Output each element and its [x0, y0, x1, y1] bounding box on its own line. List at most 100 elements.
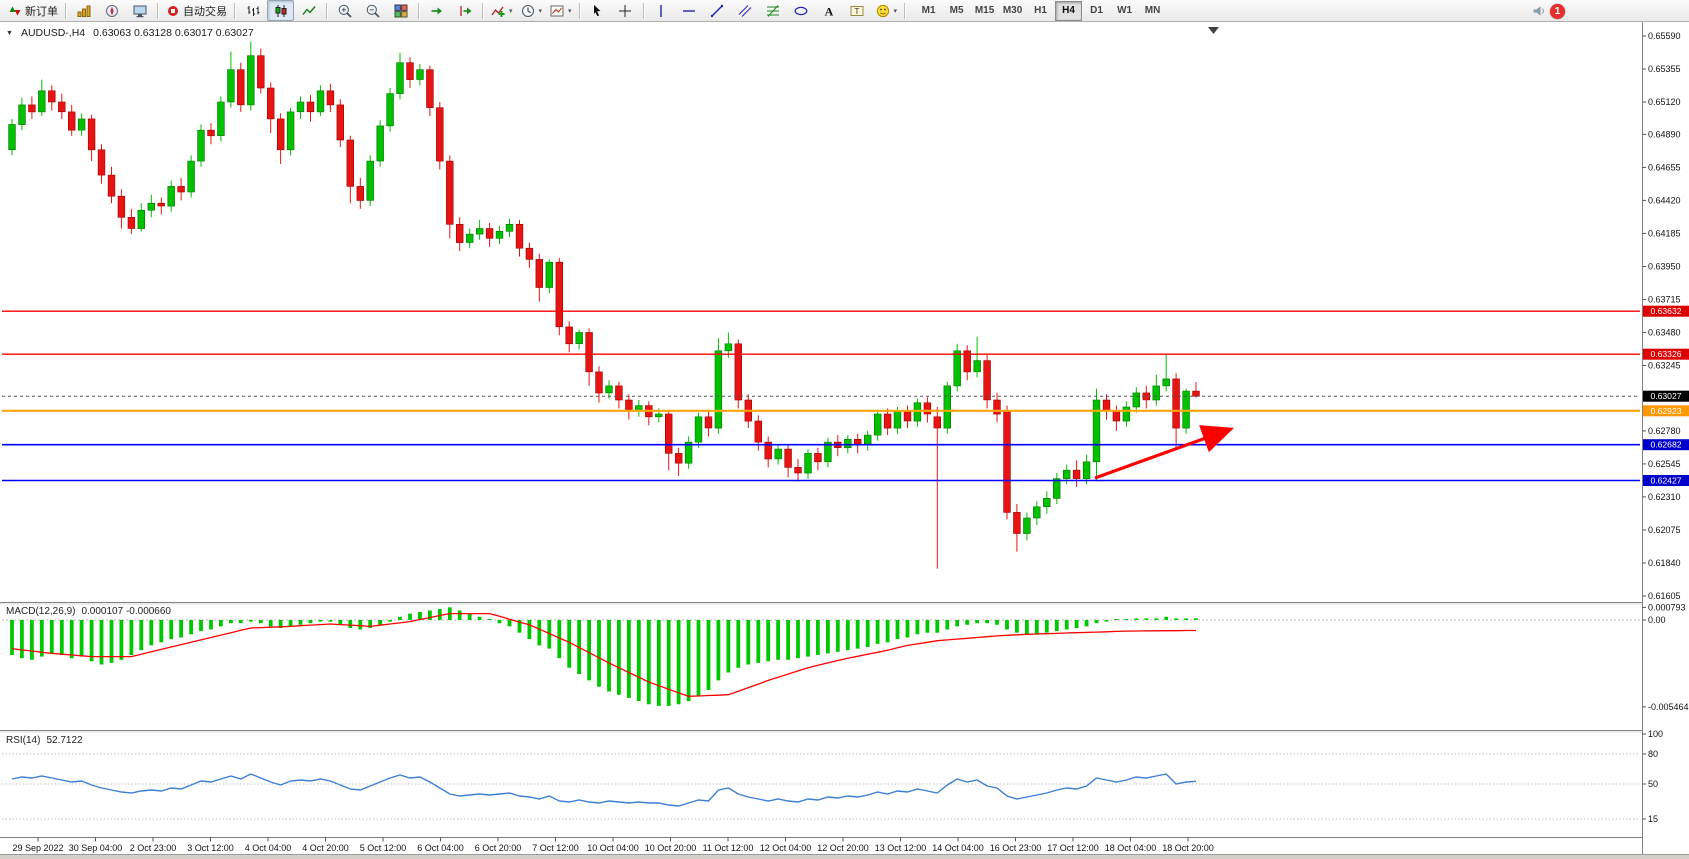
svg-text:0.62682: 0.62682	[1650, 440, 1681, 450]
line-chart-button[interactable]	[295, 0, 322, 21]
indicators-button[interactable]: ▾	[487, 0, 516, 21]
time-axis[interactable]: 29 Sep 2022 30 Sep 04:00 2 Oct 23:00 3 Oct …	[12, 837, 1214, 854]
svg-text:0.63480: 0.63480	[1648, 328, 1681, 338]
level-lines[interactable]	[2, 310, 1640, 482]
timeframe-mn[interactable]: MN	[1144, 5, 1161, 16]
arrows-button[interactable]: ▾	[872, 0, 901, 21]
new-order-button[interactable]: 新订单	[4, 0, 61, 21]
timeframe-h4[interactable]: H4	[1055, 0, 1083, 21]
macd-signal-line	[11, 612, 1196, 697]
trendline-button[interactable]	[704, 0, 731, 21]
new-order-button-label: 新订单	[25, 5, 58, 18]
terminal-button[interactable]	[126, 0, 153, 21]
fibonacci-button[interactable]	[760, 0, 787, 21]
crosshair-button[interactable]	[612, 0, 639, 21]
toolbar-separator	[904, 2, 906, 19]
svg-text:13 Oct 12:00: 13 Oct 12:00	[875, 843, 927, 853]
price-axis[interactable]: 0.65590 0.65355 0.65120 0.64890 0.64655 0.644…	[1642, 22, 1689, 855]
autotrading-button[interactable]: 自动交易	[162, 0, 230, 21]
macd-params: MACD(12,26,9)	[6, 606, 76, 617]
svg-text:15: 15	[1648, 814, 1658, 824]
market-watch-button[interactable]	[70, 0, 97, 21]
periods-icon	[520, 3, 536, 19]
auto-scroll-button[interactable]	[423, 0, 450, 21]
navigator-button[interactable]	[98, 0, 125, 21]
svg-text:0.64890: 0.64890	[1648, 129, 1681, 139]
trend-arrow-annotation[interactable]	[1094, 425, 1235, 480]
svg-text:0.62075: 0.62075	[1648, 525, 1681, 535]
vertical-line-icon	[653, 3, 669, 19]
tile-windows-icon	[393, 3, 409, 19]
svg-text:3 Oct 12:00: 3 Oct 12:00	[187, 843, 234, 853]
bar-chart-button[interactable]	[239, 0, 266, 21]
svg-text:50: 50	[1648, 779, 1658, 789]
chart-canvas[interactable]: 0.65590 0.65355 0.65120 0.64890 0.64655 0.644…	[0, 22, 1689, 855]
svg-text:0.64655: 0.64655	[1648, 162, 1681, 172]
fibonacci-icon	[765, 3, 781, 19]
candles-layer	[8, 41, 1200, 569]
channel-button[interactable]	[732, 0, 759, 21]
alert-icon[interactable]	[1531, 3, 1547, 19]
zoom-in-icon	[337, 3, 353, 19]
svg-text:4 Oct 20:00: 4 Oct 20:00	[302, 843, 349, 853]
svg-text:0.62780: 0.62780	[1648, 426, 1681, 436]
rsi-value: 52.7122	[46, 735, 83, 746]
cursor-button[interactable]	[584, 0, 611, 21]
line-chart-icon	[301, 3, 317, 19]
svg-text:0.65590: 0.65590	[1648, 31, 1681, 41]
dropdown-arrow-icon: ▾	[568, 7, 572, 15]
svg-text:0.62923: 0.62923	[1650, 406, 1681, 416]
svg-text:0.62427: 0.62427	[1650, 476, 1681, 486]
dropdown-arrow-icon: ▾	[509, 7, 513, 15]
svg-text:0.00: 0.00	[1648, 615, 1666, 625]
timeframe-m5[interactable]: M5	[949, 5, 964, 16]
text-button[interactable]: A	[816, 0, 843, 21]
timeframe-m30[interactable]: M30	[1002, 5, 1023, 16]
periods-button[interactable]: ▾	[517, 0, 546, 21]
svg-text:0.63326: 0.63326	[1650, 349, 1681, 359]
notification-badge[interactable]: 1	[1550, 3, 1565, 19]
timeframe-m15[interactable]: M15	[974, 5, 995, 16]
svg-text:0.63632: 0.63632	[1650, 306, 1681, 316]
svg-text:4 Oct 04:00: 4 Oct 04:00	[245, 843, 292, 853]
chart-shift-button[interactable]	[451, 0, 478, 21]
timeframe-d1[interactable]: D1	[1090, 5, 1103, 16]
channel-icon	[737, 3, 753, 19]
zoom-in-button[interactable]	[331, 0, 358, 21]
templates-button[interactable]: ▾	[546, 0, 575, 21]
shapes-button[interactable]	[788, 0, 815, 21]
svg-text:10 Oct 20:00: 10 Oct 20:00	[645, 843, 697, 853]
horizontal-line-icon	[681, 3, 697, 19]
text-label-button[interactable]: T	[844, 0, 871, 21]
svg-text:10 Oct 04:00: 10 Oct 04:00	[587, 843, 639, 853]
svg-text:0.65120: 0.65120	[1648, 97, 1681, 107]
toolbar-separator	[157, 2, 158, 19]
candlestick-icon	[273, 3, 289, 19]
vertical-line-button[interactable]	[648, 0, 675, 21]
timeframe-w1[interactable]: W1	[1117, 5, 1133, 16]
macd-label: MACD(12,26,9) 0.000107 -0.000660	[6, 606, 171, 617]
svg-text:T: T	[855, 6, 860, 15]
svg-text:12 Oct 04:00: 12 Oct 04:00	[760, 843, 812, 853]
chart-window: 0.65590 0.65355 0.65120 0.64890 0.64655 0.644…	[0, 22, 1689, 855]
timeframe-m1[interactable]: M1	[921, 5, 936, 16]
horizontal-line-button[interactable]	[676, 0, 703, 21]
ohlc-collapse-icon[interactable]: ▼	[6, 29, 13, 37]
tile-windows-button[interactable]	[387, 0, 414, 21]
svg-text:0.63245: 0.63245	[1648, 361, 1681, 371]
rsi-label: RSI(14) 52.7122	[6, 735, 83, 746]
templates-icon	[549, 3, 565, 19]
shapes-icon	[793, 3, 809, 19]
timeframe-h1[interactable]: H1	[1034, 5, 1047, 16]
price-axis-markers: 0.63632 0.63326 0.63027 0.62923 0.62682 0.624…	[1643, 305, 1689, 486]
candlestick-button[interactable]	[267, 0, 294, 21]
toolbar-separator	[65, 2, 66, 19]
svg-text:11 Oct 12:00: 11 Oct 12:00	[703, 843, 754, 853]
svg-text:7 Oct 12:00: 7 Oct 12:00	[532, 843, 579, 853]
zoom-out-button[interactable]	[359, 0, 386, 21]
chart-shift-marker[interactable]	[1208, 27, 1219, 34]
symbol-timeframe: AUDUSD-,H4	[20, 27, 86, 39]
rsi-panel	[2, 753, 1640, 820]
toolbar-separator	[418, 2, 419, 19]
svg-text:0.61605: 0.61605	[1648, 591, 1681, 601]
